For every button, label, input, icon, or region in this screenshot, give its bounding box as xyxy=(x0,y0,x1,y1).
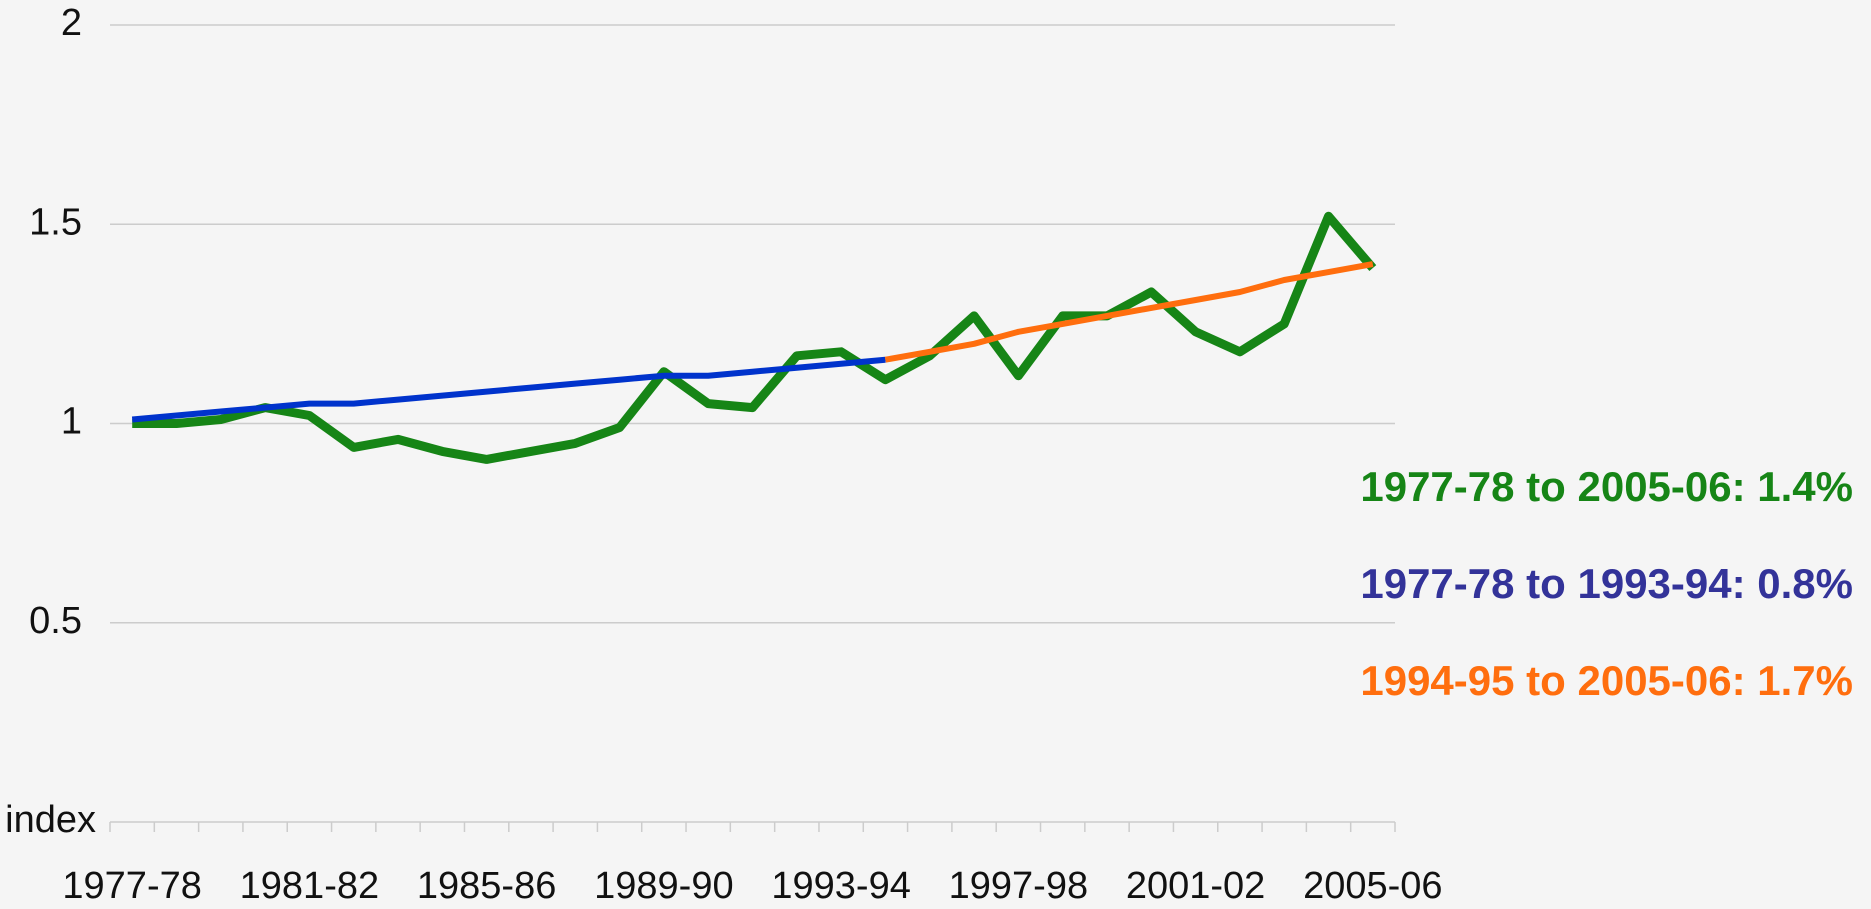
y-tick-label: 1.5 xyxy=(29,201,82,243)
y-axis-label: index xyxy=(5,799,96,841)
annotation: 1977-78 to 2005-06: 1.4% xyxy=(1360,463,1853,510)
x-tick-label: 2005-06 xyxy=(1303,865,1442,907)
y-tick-label: 0.5 xyxy=(29,600,82,642)
y-tick-label: 1 xyxy=(61,401,82,443)
x-tick-label: 1993-94 xyxy=(771,865,910,907)
x-tick-label: 1977-78 xyxy=(62,865,201,907)
y-tick-label: 2 xyxy=(61,2,82,44)
series-line xyxy=(131,356,886,423)
x-tick-label: 1985-86 xyxy=(417,865,556,907)
x-tick-label: 1989-90 xyxy=(594,865,733,907)
series-line xyxy=(884,261,1374,363)
x-tick-label: 2001-02 xyxy=(1126,865,1265,907)
x-tick-label: 1997-98 xyxy=(949,865,1088,907)
annotation: 1994-95 to 2005-06: 1.7% xyxy=(1360,657,1853,704)
x-tick-label: 1981-82 xyxy=(240,865,379,907)
annotation: 1977-78 to 1993-94: 0.8% xyxy=(1360,560,1853,607)
